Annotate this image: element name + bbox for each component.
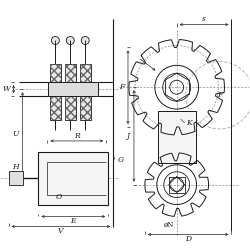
Bar (9, 171, 22, 185)
Bar (65, 64, 76, 120)
Text: W: W (3, 85, 10, 93)
Text: J: J (126, 132, 130, 140)
Text: O: O (55, 192, 62, 200)
Text: R: R (74, 132, 80, 140)
Text: øN: øN (164, 220, 174, 228)
Text: D: D (185, 235, 191, 243)
Text: U: U (12, 130, 19, 138)
Bar (158, 111, 196, 163)
Bar (80, 64, 91, 120)
Text: G: G (118, 156, 124, 164)
Bar (50, 64, 61, 120)
Text: K: K (186, 119, 192, 127)
Bar (38, 152, 108, 204)
Bar (65, 64, 76, 120)
Text: s: s (202, 14, 206, 22)
Text: E: E (70, 218, 76, 226)
Bar (48, 82, 98, 96)
Text: F: F (120, 83, 125, 91)
Text: F: F (217, 91, 222, 99)
Text: V: V (58, 228, 64, 235)
Text: H: H (12, 163, 19, 171)
Bar (50, 64, 61, 120)
Bar (80, 64, 91, 120)
